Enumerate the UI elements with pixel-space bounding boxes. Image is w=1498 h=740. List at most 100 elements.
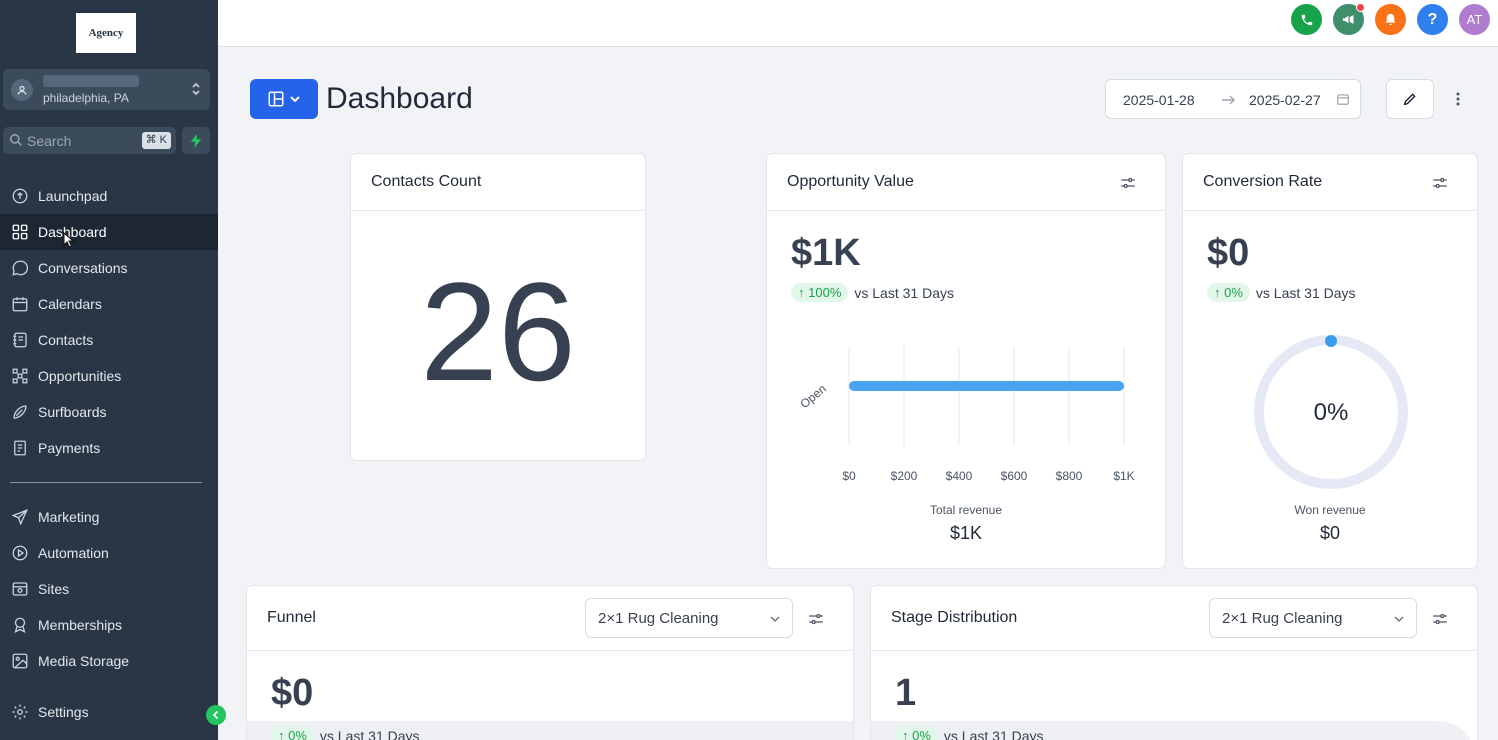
card-header: Opportunity Value [767, 154, 1165, 211]
pipeline-select[interactable]: 2×1 Rug Cleaning [1209, 598, 1417, 638]
delta-badge: ↑ 0% [1207, 283, 1250, 302]
funnel-card: Funnel 2×1 Rug Cleaning $0 ↑ 0% vs Last … [246, 585, 854, 740]
card-header: Conversion Rate [1183, 154, 1477, 211]
contacts-book-icon [13, 332, 27, 348]
card-title: Funnel [267, 609, 316, 626]
gauge-knob [1325, 335, 1337, 347]
card-title: Stage Distribution [891, 609, 1018, 626]
conversion-value: $0 [1207, 232, 1250, 274]
image-icon [12, 653, 28, 669]
rocket-icon [12, 188, 28, 204]
calendar-icon [1337, 94, 1349, 105]
chevron-left-icon [212, 710, 219, 720]
bell-icon [1385, 13, 1396, 26]
sidebar-item-calendars[interactable]: Calendars [0, 286, 218, 322]
grid-icon [12, 224, 28, 240]
y-category-label: Open [797, 382, 828, 412]
opportunity-value-card: Opportunity Value $1K ↑ 100% vs Last 31 … [766, 153, 1166, 569]
account-name [43, 75, 139, 87]
notifications-button[interactable] [1375, 4, 1406, 35]
filter-sliders-icon[interactable] [1431, 174, 1449, 192]
sidebar-item-memberships[interactable]: Memberships [0, 607, 218, 643]
card-header: Stage Distribution 2×1 Rug Cleaning [871, 586, 1477, 651]
lightning-icon [190, 133, 202, 148]
play-circle-icon [12, 545, 28, 561]
announcements-button[interactable] [1333, 3, 1365, 35]
layout-icon [268, 91, 284, 107]
collapse-sidebar-button[interactable] [206, 705, 226, 725]
mouse-cursor-icon [63, 232, 74, 248]
account-switcher[interactable]: philadelphia, PA [3, 69, 210, 110]
sidebar-item-launchpad[interactable]: Launchpad [0, 178, 218, 214]
gear-icon [12, 704, 28, 720]
sidebar-item-sites[interactable]: Sites [0, 571, 218, 607]
send-icon [11, 509, 28, 526]
search-input[interactable]: Search ⌘ K [3, 127, 176, 154]
x-tick-label: $1K [1113, 469, 1134, 483]
delta-badge: ↑ 100% [791, 283, 849, 302]
stage-distribution-card: Stage Distribution 2×1 Rug Cleaning 1 ↑ … [870, 585, 1478, 740]
arrow-right-icon [1222, 95, 1235, 105]
dashboard-switcher-button[interactable] [250, 79, 318, 119]
sidebar-item-conversations[interactable]: Conversations [0, 250, 218, 286]
card-header: Funnel 2×1 Rug Cleaning [247, 586, 853, 651]
sidebar-divider [10, 482, 202, 483]
conversion-center-value: 0% [1313, 399, 1349, 426]
help-icon: ? [1427, 10, 1438, 28]
search-icon [10, 134, 22, 146]
chevron-updown-icon [192, 82, 200, 96]
sidebar-item-marketing[interactable]: Marketing [0, 499, 218, 535]
date-from[interactable]: 2025-01-28 [1123, 92, 1195, 108]
funnel-value: $0 [271, 672, 314, 714]
agency-logo[interactable]: Agency [76, 13, 136, 53]
card-title: Contacts Count [371, 173, 482, 190]
surfboard-icon [13, 405, 27, 419]
won-revenue-value: $0 [1319, 523, 1341, 543]
opportunity-bar-chart: $0 $200 $400 $600 $800 $1K Open [797, 346, 1135, 483]
x-tick-label: $800 [1056, 469, 1083, 483]
x-tick-label: $400 [946, 469, 973, 483]
sidebar-item-payments[interactable]: Payments [0, 430, 218, 466]
filter-sliders-icon[interactable] [1431, 610, 1449, 628]
user-avatar[interactable]: AT [1459, 4, 1490, 35]
filter-sliders-icon[interactable] [1119, 174, 1137, 192]
more-options-button[interactable] [1448, 88, 1468, 110]
won-revenue-label: Won revenue [1294, 503, 1366, 517]
stage-delta: ↑ 0% vs Last 31 Days [895, 726, 1044, 740]
opportunity-delta: ↑ 100% vs Last 31 Days [791, 283, 954, 302]
chevron-down-icon [770, 616, 780, 622]
sidebar: Agency philadelphia, PA Search ⌘ K Launc… [0, 0, 226, 740]
website-icon [12, 582, 28, 596]
sidebar-item-automation[interactable]: Automation [0, 535, 218, 571]
sidebar-item-settings[interactable]: Settings [0, 694, 218, 730]
chat-icon [12, 260, 29, 276]
scroll-fade [871, 721, 1477, 740]
scroll-fade [247, 721, 853, 740]
total-revenue-value: $1K [949, 523, 983, 543]
sidebar-item-dashboard[interactable]: Dashboard [0, 214, 218, 250]
sidebar-item-opportunities[interactable]: Opportunities [0, 358, 218, 394]
phone-button[interactable] [1291, 4, 1322, 35]
x-tick-label: $0 [842, 469, 856, 483]
page-title: Dashboard [326, 82, 473, 115]
sidebar-item-surfboards[interactable]: Surfboards [0, 394, 218, 430]
chevron-down-icon [1394, 616, 1404, 622]
search-shortcut: ⌘ K [141, 132, 171, 149]
sidebar-item-contacts[interactable]: Contacts [0, 322, 218, 358]
megaphone-icon [1342, 15, 1354, 24]
date-range-picker[interactable]: 2025-01-28 2025-02-27 [1105, 79, 1361, 119]
stage-value: 1 [895, 672, 917, 714]
card-title: Opportunity Value [787, 173, 914, 190]
card-title: Conversion Rate [1203, 173, 1323, 190]
filter-sliders-icon[interactable] [807, 610, 825, 628]
edit-dashboard-button[interactable] [1386, 79, 1434, 119]
pipeline-select[interactable]: 2×1 Rug Cleaning [585, 598, 793, 638]
quick-action-button[interactable] [182, 127, 210, 154]
date-to[interactable]: 2025-02-27 [1249, 92, 1321, 108]
delta-badge: ↑ 0% [271, 726, 314, 740]
sidebar-item-media-storage[interactable]: Media Storage [0, 643, 218, 679]
contacts-count-card: Contacts Count 26 [350, 153, 646, 461]
location-pin-icon [11, 79, 33, 101]
help-button[interactable]: ? [1417, 4, 1448, 35]
pipeline-icon [12, 368, 28, 384]
